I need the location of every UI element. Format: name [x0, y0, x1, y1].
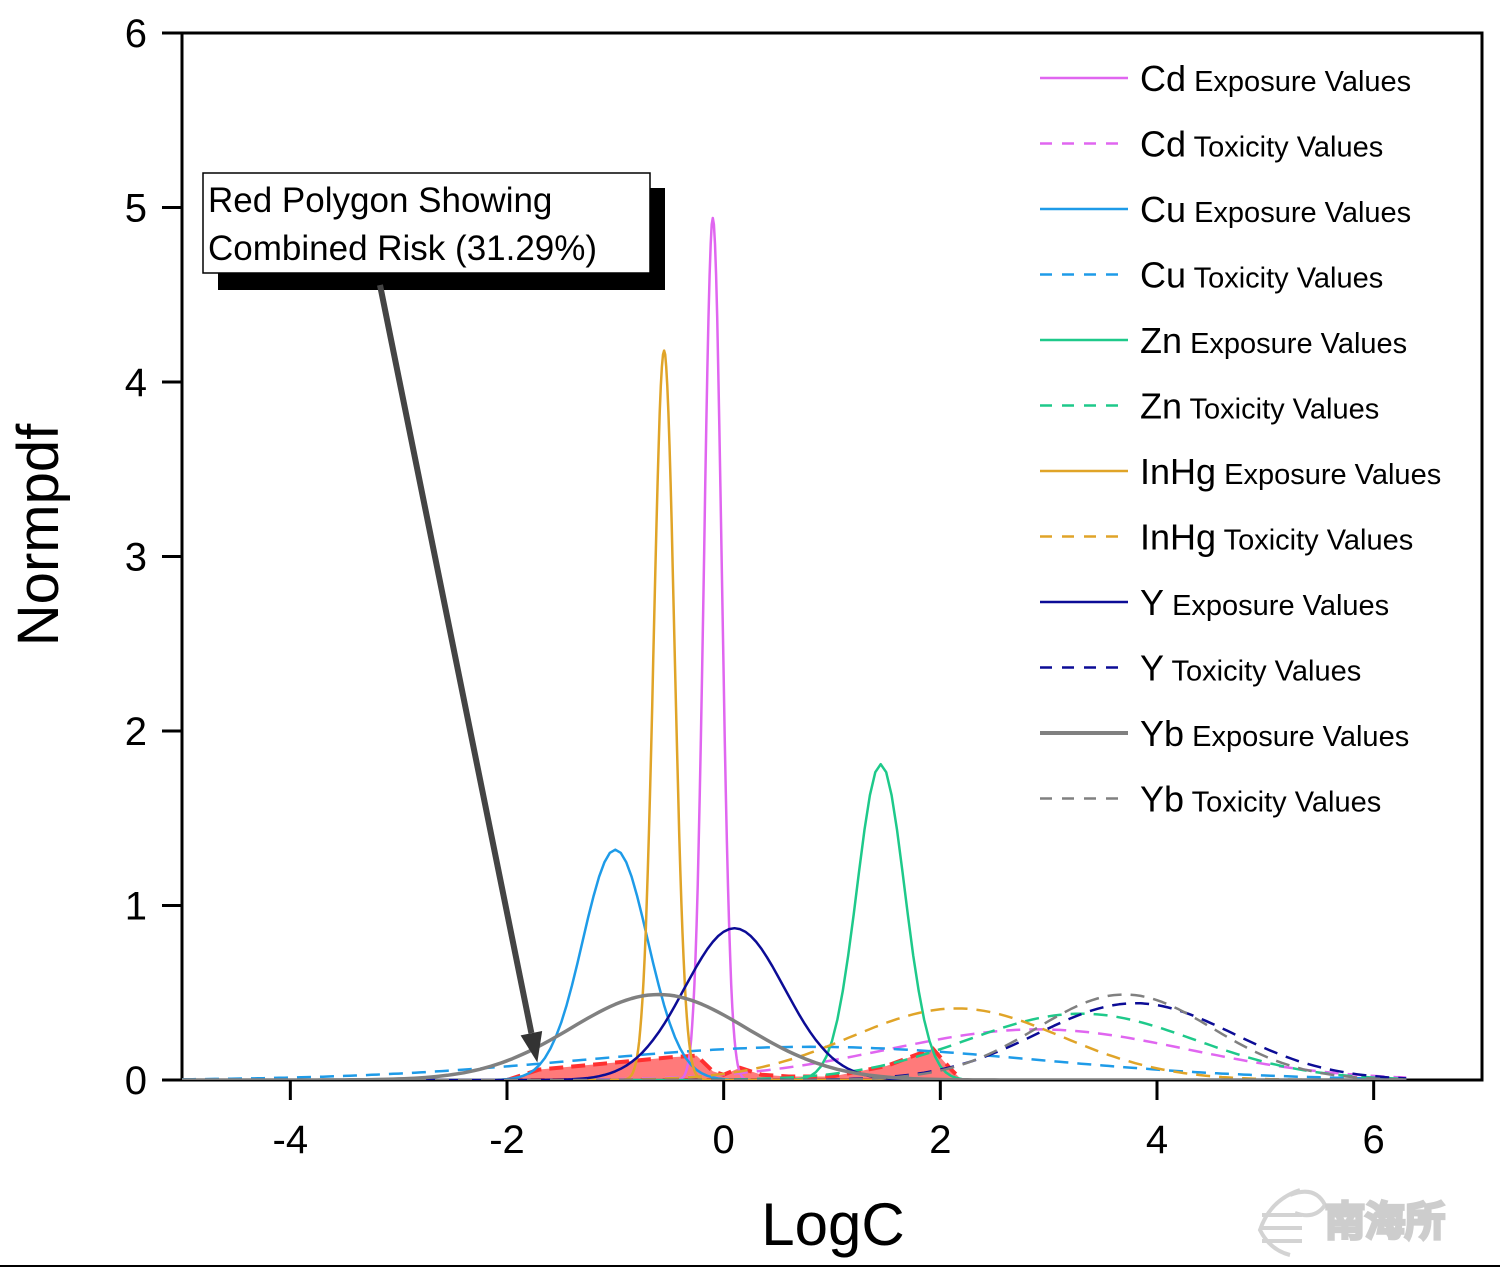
legend-label: InHg Toxicity Values — [1140, 517, 1413, 558]
x-tick-label: 4 — [1146, 1118, 1168, 1162]
bottom-border — [0, 1265, 1500, 1267]
risk-polygon-layer — [506, 1046, 965, 1080]
annotation-box — [202, 172, 651, 274]
watermark-logo-icon — [1257, 1188, 1328, 1257]
legend-label: Cd Exposure Values — [1140, 58, 1411, 99]
y-tick-label: 2 — [125, 710, 147, 754]
annotation-line-2: Combined Risk (31.29%) — [208, 229, 597, 268]
series-cd-toxicity — [182, 1028, 1407, 1080]
x-tick-label: 6 — [1363, 1118, 1385, 1162]
y-tick-label: 4 — [125, 361, 147, 405]
legend-item: Zn Toxicity Values — [1040, 386, 1379, 427]
legend-item: Cd Exposure Values — [1040, 58, 1411, 99]
annotation-arrow — [377, 284, 535, 1034]
y-tick-label: 3 — [125, 536, 147, 580]
legend-label: InHg Exposure Values — [1140, 451, 1441, 492]
watermark: 南海所 — [1257, 1188, 1447, 1257]
legend-item: Cu Toxicity Values — [1040, 255, 1383, 296]
legend-label: Yb Exposure Values — [1140, 713, 1409, 754]
y-tick-label: 0 — [125, 1059, 147, 1103]
x-tick-label: 0 — [713, 1118, 735, 1162]
legend-item: Y Exposure Values — [1040, 582, 1389, 623]
legend-item: InHg Toxicity Values — [1040, 517, 1413, 558]
x-tick-label: -4 — [273, 1118, 309, 1162]
x-tick-label: -2 — [489, 1118, 525, 1162]
series-yb-toxicity — [182, 993, 1407, 1080]
legend-label: Cu Toxicity Values — [1140, 255, 1383, 296]
legend-item: Cu Exposure Values — [1040, 189, 1411, 230]
watermark-text: 南海所 — [1325, 1199, 1445, 1245]
x-tick-label: 2 — [929, 1118, 951, 1162]
legend-item: Yb Toxicity Values — [1040, 779, 1381, 820]
legend-label: Zn Exposure Values — [1140, 320, 1407, 361]
legend-label: Y Toxicity Values — [1140, 648, 1361, 689]
legend-item: InHg Exposure Values — [1040, 451, 1441, 492]
legend-item: Yb Exposure Values — [1040, 713, 1409, 754]
legend-item: Y Toxicity Values — [1040, 648, 1361, 689]
annotation: Red Polygon Showing Combined Risk (31.29… — [202, 172, 665, 1063]
risk-polygon — [506, 1046, 965, 1080]
series-y-exposure — [182, 926, 1407, 1080]
y-tick-label: 6 — [125, 12, 147, 56]
legend-item: Zn Exposure Values — [1040, 320, 1407, 361]
series-layer — [182, 216, 1407, 1080]
series-cu-toxicity — [182, 1045, 1407, 1080]
annotation-line-1: Red Polygon Showing — [208, 181, 552, 220]
series-yb-exposure — [182, 992, 1407, 1080]
series-inhg-toxicity — [182, 1007, 1407, 1080]
y-axis-title: Normpdf — [6, 423, 71, 646]
legend-label: Zn Toxicity Values — [1140, 386, 1379, 427]
legend: Cd Exposure Values Cd Toxicity Values Cu E… — [1040, 58, 1441, 820]
x-axis-title: LogC — [761, 1191, 904, 1258]
legend-label: Cu Exposure Values — [1140, 189, 1411, 230]
legend-label: Y Exposure Values — [1140, 582, 1389, 623]
y-tick-label: 1 — [125, 885, 147, 929]
y-tick-label: 5 — [125, 187, 147, 231]
legend-label: Yb Toxicity Values — [1140, 779, 1381, 820]
legend-label: Cd Toxicity Values — [1140, 124, 1383, 165]
y-axis: 0 1 2 3 4 5 6 — [125, 12, 182, 1103]
x-axis: -4 -2 0 2 4 6 — [273, 1080, 1385, 1162]
legend-item: Cd Toxicity Values — [1040, 124, 1383, 165]
annotation-arrowhead-icon — [520, 1030, 543, 1063]
series-y-toxicity — [182, 1001, 1407, 1080]
